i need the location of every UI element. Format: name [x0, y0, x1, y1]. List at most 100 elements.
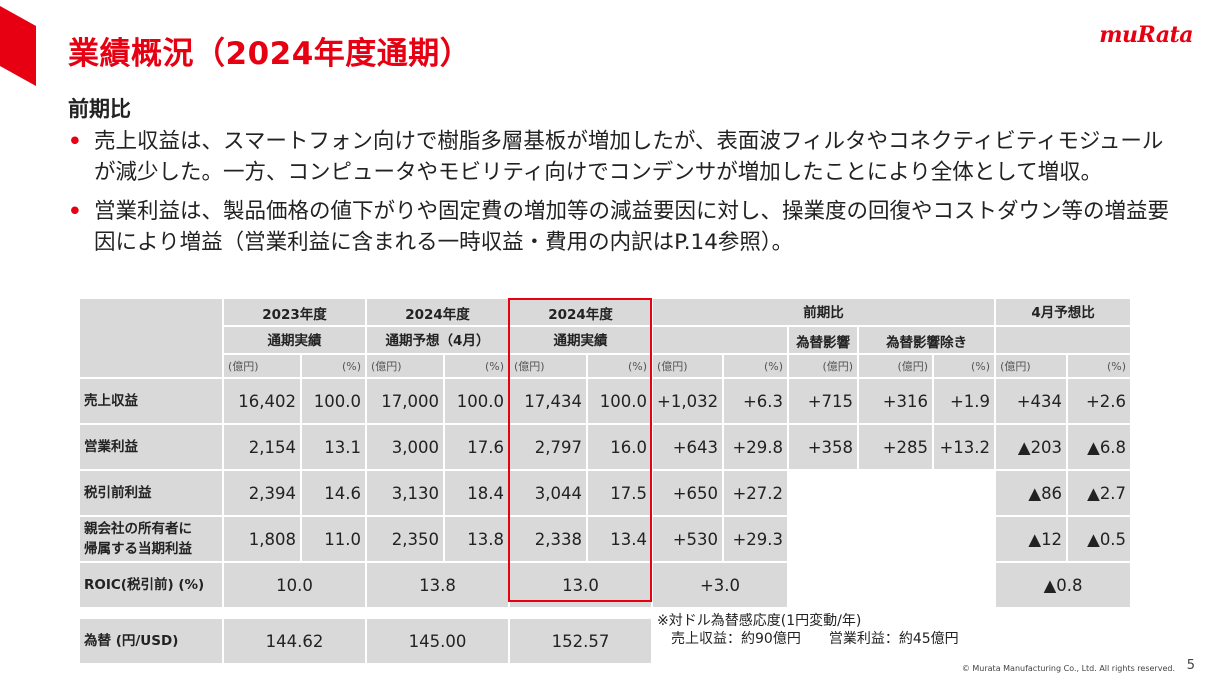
- table-cell: +358: [787, 423, 860, 471]
- table-cell: +1,032: [650, 377, 725, 425]
- page-number: 5: [1186, 658, 1195, 673]
- row-label-line: 帰属する当期利益: [84, 541, 192, 557]
- table-row-fx: 為替 (円/USD) 144.62 145.00 152.57: [78, 617, 1131, 665]
- table-cell: 2,350: [365, 515, 445, 563]
- row-label: 税引前利益: [78, 469, 224, 517]
- table-cell: 10.0: [222, 561, 367, 609]
- header-fy2023-sub: 通期実績: [222, 325, 367, 355]
- table-cell: 17.6: [443, 423, 510, 471]
- table-cell: +27.2: [722, 469, 790, 517]
- table-cell: ▲12: [994, 515, 1069, 563]
- unit-label: (億円): [365, 353, 445, 379]
- table-cell: +6.3: [722, 377, 790, 425]
- table-cell: +1.9: [932, 377, 997, 425]
- table-cell: 3,044: [508, 469, 588, 517]
- table-cell: +285: [857, 423, 935, 471]
- header-yoy-blank: [650, 325, 790, 355]
- table-cell: 13.4: [586, 515, 653, 563]
- unit-label: (億円): [994, 353, 1069, 379]
- red-corner-tab: [0, 6, 36, 86]
- table-cell: +316: [857, 377, 935, 425]
- table-cell: 16.0: [586, 423, 653, 471]
- empty-cell: [787, 469, 997, 517]
- table-cell: 2,154: [222, 423, 302, 471]
- note-line: 売上収益：約90億円 営業利益：約45億円: [657, 630, 959, 648]
- table-cell: 145.00: [365, 617, 510, 665]
- unit-label: (%): [932, 353, 997, 379]
- row-label: ROIC(税引前) (%): [78, 561, 224, 609]
- table-cell: 16,402: [222, 377, 302, 425]
- table-row: 営業利益 2,154 13.1 3,000 17.6 2,797 16.0 +6…: [78, 423, 1133, 471]
- table-cell: 18.4: [443, 469, 510, 517]
- header-fy2024-forecast: 2024年度: [365, 297, 510, 327]
- table-cell: 100.0: [300, 377, 367, 425]
- bullet-dot-icon: •: [68, 199, 82, 224]
- row-label: 営業利益: [78, 423, 224, 471]
- table-cell: +434: [994, 377, 1069, 425]
- table-cell: +29.8: [722, 423, 790, 471]
- table-cell: +530: [650, 515, 725, 563]
- unit-label: (%): [586, 353, 653, 379]
- table-cell: 2,797: [508, 423, 588, 471]
- table-cell: ▲0.8: [994, 561, 1133, 609]
- empty-cell: [787, 515, 997, 563]
- header-fx-impact: 為替影響: [787, 325, 860, 355]
- table-cell: 17,000: [365, 377, 445, 425]
- table-cell: ▲2.7: [1066, 469, 1133, 517]
- unit-label: (%): [1066, 353, 1133, 379]
- unit-label: (%): [722, 353, 790, 379]
- table-cell: ▲203: [994, 423, 1069, 471]
- header-vs-forecast-blank: [994, 325, 1133, 355]
- table-cell: 2,338: [508, 515, 588, 563]
- murata-logo: muRata: [1099, 22, 1193, 48]
- table-cell: +715: [787, 377, 860, 425]
- table-cell: ▲6.8: [1066, 423, 1133, 471]
- table-cell: 3,000: [365, 423, 445, 471]
- table-cell: +2.6: [1066, 377, 1133, 425]
- bullet-dot-icon: •: [68, 129, 82, 154]
- table-cell: 2,394: [222, 469, 302, 517]
- table-row: 税引前利益 2,394 14.6 3,130 18.4 3,044 17.5 +…: [78, 469, 1133, 517]
- table-cell: 13.0: [508, 561, 653, 609]
- table-cell: 13.8: [365, 561, 510, 609]
- table-cell: 152.57: [508, 617, 653, 665]
- table-cell: +3.0: [650, 561, 790, 609]
- copyright: © Murata Manufacturing Co., Ltd. All rig…: [961, 664, 1175, 673]
- table-cell: 1,808: [222, 515, 302, 563]
- table-cell: +29.3: [722, 515, 790, 563]
- unit-label: (億円): [650, 353, 725, 379]
- page-title: 業績概況（2024年度通期）: [68, 36, 472, 72]
- table-cell: 17,434: [508, 377, 588, 425]
- table-row: 親会社の所有者に 帰属する当期利益 1,808 11.0 2,350 13.8 …: [78, 515, 1133, 563]
- table-cell: 144.62: [222, 617, 367, 665]
- bullet-text: 売上収益は、スマートフォン向けで樹脂多層基板が増加したが、表面波フィルタやコネク…: [94, 129, 1164, 185]
- table-cell: 3,130: [365, 469, 445, 517]
- unit-label: (億円): [857, 353, 935, 379]
- bullet-revenue: • 売上収益は、スマートフォン向けで樹脂多層基板が増加したが、表面波フィルタやコネ…: [66, 126, 1176, 188]
- row-label: 親会社の所有者に 帰属する当期利益: [78, 515, 224, 563]
- row-label-line: 親会社の所有者に: [84, 521, 192, 537]
- row-label: 為替 (円/USD): [78, 617, 224, 665]
- header-ex-fx: 為替影響除き: [857, 325, 997, 355]
- corner-header-cell: [78, 297, 224, 379]
- table-cell: +13.2: [932, 423, 997, 471]
- table-cell: 11.0: [300, 515, 367, 563]
- header-vs-forecast: 4月予想比: [994, 297, 1133, 327]
- unit-label: (億円): [222, 353, 302, 379]
- table-cell: 14.6: [300, 469, 367, 517]
- section-subtitle: 前期比: [68, 97, 131, 121]
- table-cell: 13.1: [300, 423, 367, 471]
- table-row: 売上収益 16,402 100.0 17,000 100.0 17,434 10…: [78, 377, 1133, 425]
- table-cell: 13.8: [443, 515, 510, 563]
- empty-cell: [787, 561, 997, 609]
- results-table: 2023年度 2024年度 2024年度 前期比 4月予想比 通期実績 通期予想…: [78, 297, 1133, 665]
- fx-sensitivity-note: ※対ドル為替感応度(1円変動/年) 売上収益：約90億円 営業利益：約45億円: [657, 612, 959, 648]
- header-yoy: 前期比: [650, 297, 997, 327]
- unit-label: (%): [300, 353, 367, 379]
- note-revenue: 売上収益：約90億円: [671, 631, 801, 647]
- row-label: 売上収益: [78, 377, 224, 425]
- table-cell: 100.0: [586, 377, 653, 425]
- header-fy2024: 2024年度: [508, 297, 653, 327]
- header-fy2024-forecast-sub: 通期予想（4月）: [365, 325, 510, 355]
- note-line: ※対ドル為替感応度(1円変動/年): [657, 613, 862, 629]
